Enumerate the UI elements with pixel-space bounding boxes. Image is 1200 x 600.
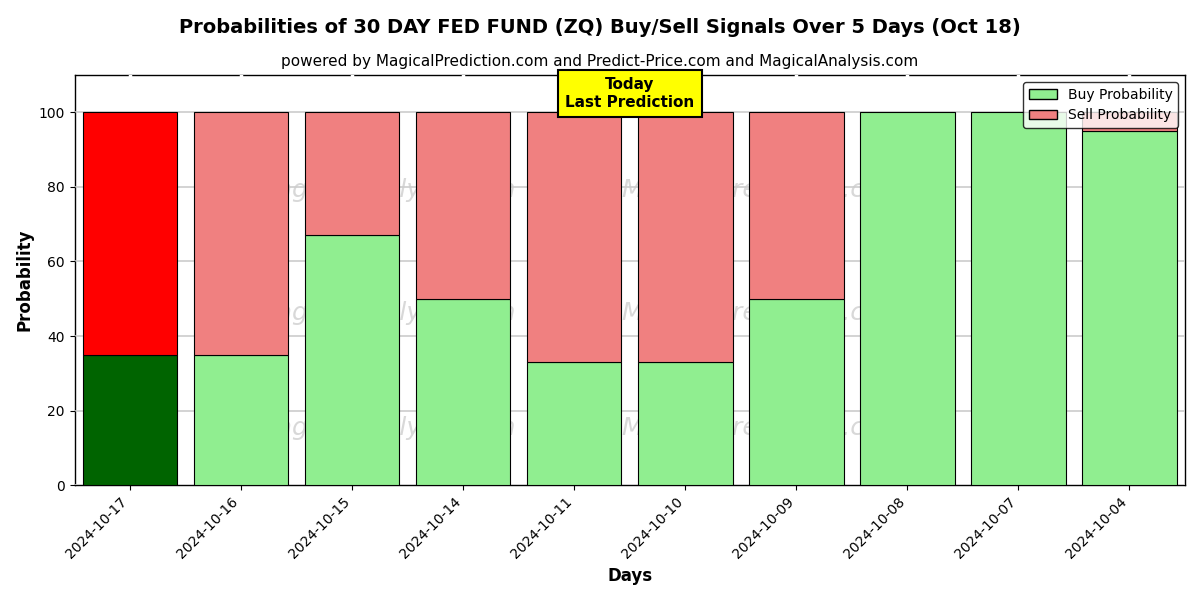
Bar xyxy=(638,362,732,485)
Bar xyxy=(305,112,400,235)
Bar xyxy=(527,362,622,485)
Bar xyxy=(638,112,732,362)
Text: Probabilities of 30 DAY FED FUND (ZQ) Buy/Sell Signals Over 5 Days (Oct 18): Probabilities of 30 DAY FED FUND (ZQ) Bu… xyxy=(179,18,1021,37)
Bar xyxy=(416,112,510,299)
Bar xyxy=(194,355,288,485)
Text: MagicalPrediction.com: MagicalPrediction.com xyxy=(622,178,905,202)
Text: powered by MagicalPrediction.com and Predict-Price.com and MagicalAnalysis.com: powered by MagicalPrediction.com and Pre… xyxy=(281,54,919,69)
Text: MagicalAnalysis.com: MagicalAnalysis.com xyxy=(256,416,516,440)
Bar xyxy=(194,112,288,355)
Bar xyxy=(860,112,955,485)
Bar xyxy=(416,299,510,485)
Bar xyxy=(305,235,400,485)
Text: Today
Last Prediction: Today Last Prediction xyxy=(565,77,695,110)
Bar xyxy=(83,355,178,485)
Bar xyxy=(527,112,622,362)
Text: MagicalAnalysis.com: MagicalAnalysis.com xyxy=(256,178,516,202)
Bar xyxy=(83,112,178,355)
X-axis label: Days: Days xyxy=(607,567,653,585)
Text: MagicalPrediction.com: MagicalPrediction.com xyxy=(622,301,905,325)
Text: MagicalPrediction.com: MagicalPrediction.com xyxy=(622,416,905,440)
Bar xyxy=(1082,112,1177,131)
Y-axis label: Probability: Probability xyxy=(16,229,34,331)
Bar xyxy=(749,299,844,485)
Bar xyxy=(749,112,844,299)
Legend: Buy Probability, Sell Probability: Buy Probability, Sell Probability xyxy=(1024,82,1178,128)
Text: MagicalAnalysis.com: MagicalAnalysis.com xyxy=(256,301,516,325)
Bar xyxy=(971,112,1066,485)
Bar xyxy=(1082,131,1177,485)
